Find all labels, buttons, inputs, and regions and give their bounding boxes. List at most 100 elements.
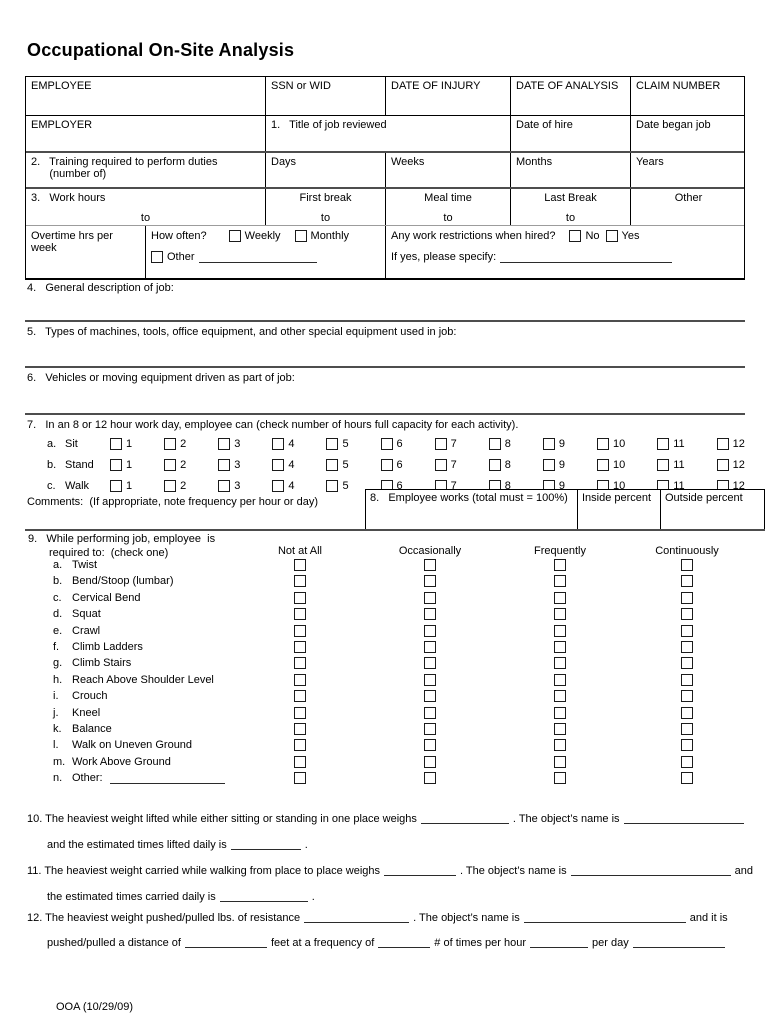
no-checkbox[interactable] [569, 230, 582, 242]
frequency-checkbox-occasionally[interactable] [424, 722, 436, 735]
frequency-checkbox-frequently[interactable] [554, 722, 566, 735]
hour-checkbox[interactable] [272, 437, 285, 450]
hour-checkbox[interactable] [380, 437, 393, 450]
hour-checkbox[interactable] [272, 458, 285, 471]
frequency-checkbox-occasionally[interactable] [424, 559, 436, 571]
frequency-checkbox-not-at-all[interactable] [294, 624, 306, 637]
hour-checkbox[interactable] [716, 437, 729, 450]
monthly-checkbox[interactable] [294, 230, 307, 242]
hour-checkbox[interactable] [657, 458, 670, 471]
frequency-checkbox-not-at-all[interactable] [294, 559, 306, 571]
training-required-cell[interactable]: 2. Training required to perform duties (… [26, 153, 266, 187]
frequency-checkbox-frequently[interactable] [554, 739, 566, 752]
frequency-checkbox-occasionally[interactable] [424, 690, 436, 703]
hour-checkbox[interactable] [164, 479, 177, 492]
frequency-checkbox-continuously[interactable] [681, 608, 693, 621]
frequency-checkbox-not-at-all[interactable] [294, 657, 306, 670]
frequency-checkbox-continuously[interactable] [681, 559, 693, 571]
frequency-checkbox-frequently[interactable] [554, 591, 566, 604]
frequency-checkbox-not-at-all[interactable] [294, 739, 306, 752]
frequency-checkbox-not-at-all[interactable] [294, 608, 306, 621]
frequency-checkbox-continuously[interactable] [681, 755, 693, 768]
frequency-checkbox-occasionally[interactable] [424, 608, 436, 621]
hour-checkbox[interactable] [326, 479, 339, 492]
hour-checkbox[interactable] [596, 458, 609, 471]
employee-cell[interactable]: EMPLOYEE [26, 77, 266, 115]
work-hours-cell[interactable]: 3. Work hours to [26, 189, 266, 225]
hour-checkbox[interactable] [218, 458, 231, 471]
frequency-checkbox-continuously[interactable] [681, 772, 693, 785]
frequency-checkbox-occasionally[interactable] [424, 591, 436, 604]
frequency-checkbox-frequently[interactable] [554, 575, 566, 588]
frequency-checkbox-occasionally[interactable] [424, 739, 436, 752]
outside-percent-cell[interactable]: Outside percent [665, 492, 743, 504]
frequency-checkbox-occasionally[interactable] [424, 673, 436, 686]
frequency-checkbox-continuously[interactable] [681, 706, 693, 719]
distance-blank[interactable] [184, 936, 267, 948]
frequency-checkbox-continuously[interactable] [681, 640, 693, 653]
frequency-checkbox-continuously[interactable] [681, 624, 693, 637]
weekly-checkbox[interactable] [228, 230, 241, 242]
date-of-hire-cell[interactable]: Date of hire [511, 116, 631, 151]
hour-checkbox[interactable] [326, 437, 339, 450]
frequency-checkbox-occasionally[interactable] [424, 755, 436, 768]
resistance-blank[interactable] [304, 911, 410, 923]
days-cell[interactable]: Days [266, 153, 386, 187]
frequency-blank[interactable] [378, 936, 431, 948]
object-name-blank[interactable] [623, 812, 744, 824]
weight-blank[interactable] [384, 864, 456, 876]
claim-number-cell[interactable]: CLAIM NUMBER [636, 80, 721, 92]
frequency-checkbox-occasionally[interactable] [424, 657, 436, 670]
overtime-cell[interactable]: Overtime hrs per week [26, 226, 146, 278]
frequency-checkbox-not-at-all[interactable] [294, 706, 306, 719]
hour-checkbox[interactable] [164, 437, 177, 450]
frequency-checkbox-occasionally[interactable] [424, 575, 436, 588]
hour-checkbox[interactable] [434, 437, 447, 450]
other-frequency-checkbox[interactable] [151, 251, 163, 263]
frequency-checkbox-frequently[interactable] [554, 640, 566, 653]
hour-checkbox[interactable] [272, 479, 285, 492]
frequency-checkbox-continuously[interactable] [681, 739, 693, 752]
object-name-blank[interactable] [523, 911, 686, 923]
frequency-checkbox-continuously[interactable] [681, 722, 693, 735]
per-day-blank[interactable] [632, 936, 725, 948]
ssn-cell[interactable]: SSN or WID [266, 77, 386, 115]
hour-checkbox[interactable] [542, 437, 555, 450]
times-daily-blank[interactable] [219, 890, 308, 902]
weeks-cell[interactable]: Weeks [386, 153, 511, 187]
date-of-analysis-cell[interactable]: DATE OF ANALYSIS [511, 77, 631, 115]
frequency-checkbox-not-at-all[interactable] [294, 755, 306, 768]
frequency-checkbox-continuously[interactable] [681, 690, 693, 703]
frequency-checkbox-not-at-all[interactable] [294, 722, 306, 735]
first-break-cell[interactable]: First break to [266, 189, 386, 225]
hour-checkbox[interactable] [488, 458, 501, 471]
frequency-checkbox-frequently[interactable] [554, 673, 566, 686]
hour-checkbox[interactable] [218, 479, 231, 492]
frequency-checkbox-not-at-all[interactable] [294, 640, 306, 653]
frequency-checkbox-not-at-all[interactable] [294, 772, 306, 785]
frequency-checkbox-frequently[interactable] [554, 690, 566, 703]
frequency-checkbox-frequently[interactable] [554, 624, 566, 637]
other-frequency-blank[interactable] [198, 251, 317, 263]
frequency-checkbox-continuously[interactable] [681, 673, 693, 686]
hour-checkbox[interactable] [657, 437, 670, 450]
frequency-checkbox-occasionally[interactable] [424, 624, 436, 637]
yes-checkbox[interactable] [605, 230, 618, 242]
hour-checkbox[interactable] [716, 458, 729, 471]
inside-percent-cell[interactable]: Inside percent [578, 490, 661, 530]
hour-checkbox[interactable] [488, 437, 501, 450]
hour-checkbox[interactable] [218, 437, 231, 450]
frequency-checkbox-frequently[interactable] [554, 706, 566, 719]
hour-checkbox[interactable] [326, 458, 339, 471]
frequency-checkbox-frequently[interactable] [554, 608, 566, 621]
frequency-checkbox-occasionally[interactable] [424, 706, 436, 719]
frequency-checkbox-occasionally[interactable] [424, 772, 436, 785]
date-of-injury-cell[interactable]: DATE OF INJURY [386, 77, 511, 115]
frequency-checkbox-frequently[interactable] [554, 772, 566, 785]
hour-checkbox[interactable] [110, 437, 122, 450]
frequency-checkbox-continuously[interactable] [681, 657, 693, 670]
frequency-checkbox-frequently[interactable] [554, 755, 566, 768]
months-cell[interactable]: Months [511, 153, 631, 187]
hour-checkbox[interactable] [110, 479, 122, 492]
date-began-job-cell[interactable]: Date began job [636, 119, 711, 131]
